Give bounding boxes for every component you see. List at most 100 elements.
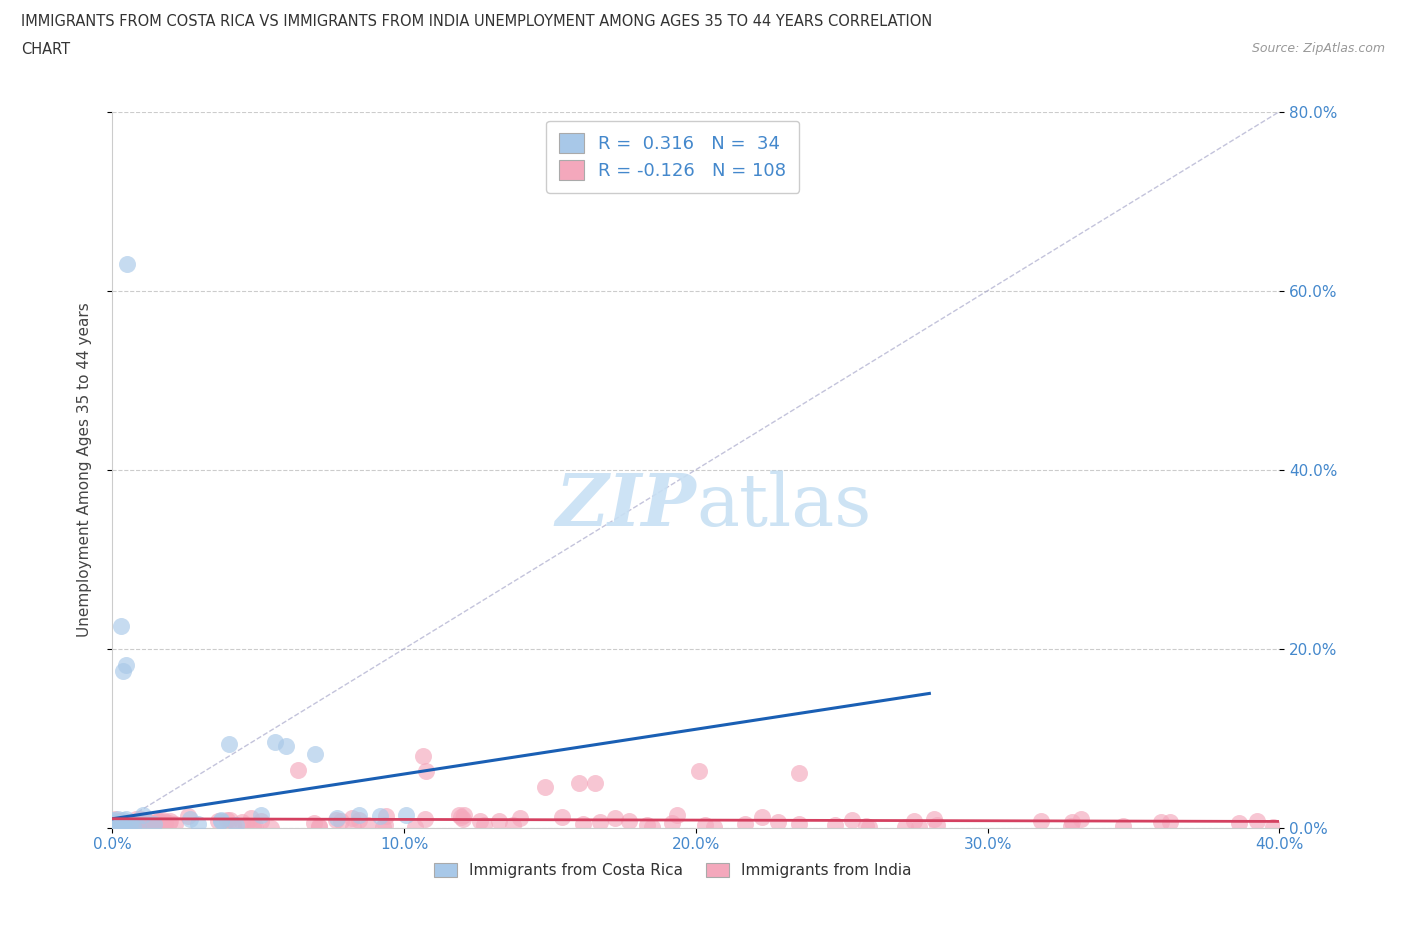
Point: [103, 817, 125, 831]
Point: [287, 763, 309, 777]
Point: [787, 817, 810, 831]
Point: [468, 814, 491, 829]
Point: [222, 817, 245, 832]
Point: [176, 808, 198, 823]
Point: [118, 816, 141, 830]
Point: [104, 819, 127, 834]
Point: [132, 808, 155, 823]
Point: [927, 818, 949, 833]
Point: [122, 819, 145, 834]
Point: [375, 809, 398, 824]
Point: [127, 819, 149, 834]
Point: [146, 817, 169, 832]
Point: [149, 814, 172, 829]
Text: ZIP: ZIP: [555, 470, 696, 541]
Point: [157, 816, 180, 830]
Point: [824, 818, 846, 833]
Point: [104, 817, 127, 832]
Point: [373, 819, 395, 834]
Point: [118, 817, 141, 831]
Point: [159, 814, 181, 829]
Point: [304, 816, 326, 830]
Point: [112, 663, 135, 678]
Point: [325, 812, 347, 827]
Point: [502, 817, 524, 832]
Point: [146, 813, 169, 828]
Legend: Immigrants from Costa Rica, Immigrants from India: Immigrants from Costa Rica, Immigrants f…: [427, 857, 918, 884]
Point: [153, 817, 176, 831]
Point: [308, 819, 330, 834]
Point: [101, 816, 124, 830]
Point: [472, 817, 495, 832]
Point: [132, 817, 155, 831]
Point: [404, 820, 426, 835]
Point: [250, 814, 273, 829]
Point: [641, 819, 664, 834]
Point: [855, 818, 877, 833]
Text: Source: ZipAtlas.com: Source: ZipAtlas.com: [1251, 42, 1385, 55]
Point: [225, 817, 247, 832]
Point: [374, 817, 396, 832]
Point: [115, 812, 138, 827]
Point: [155, 815, 177, 830]
Point: [342, 819, 364, 834]
Point: [636, 817, 658, 832]
Point: [231, 815, 253, 830]
Point: [304, 747, 326, 762]
Point: [368, 809, 391, 824]
Point: [207, 814, 229, 829]
Point: [605, 811, 627, 826]
Point: [619, 813, 641, 828]
Point: [110, 817, 132, 832]
Point: [260, 820, 283, 835]
Point: [453, 812, 475, 827]
Point: [858, 819, 880, 834]
Point: [415, 811, 437, 826]
Point: [841, 813, 863, 828]
Point: [583, 776, 606, 790]
Point: [101, 813, 124, 828]
Point: [240, 811, 263, 826]
Point: [789, 765, 811, 780]
Point: [412, 749, 434, 764]
Point: [143, 816, 166, 830]
Point: [110, 817, 132, 832]
Point: [122, 820, 145, 835]
Point: [152, 813, 174, 828]
Point: [908, 819, 931, 834]
Point: [107, 812, 129, 827]
Text: IMMIGRANTS FROM COSTA RICA VS IMMIGRANTS FROM INDIA UNEMPLOYMENT AMONG AGES 35 T: IMMIGRANTS FROM COSTA RICA VS IMMIGRANTS…: [21, 14, 932, 29]
Point: [129, 812, 152, 827]
Point: [104, 817, 127, 832]
Point: [589, 815, 612, 830]
Point: [127, 817, 149, 831]
Point: [1029, 814, 1052, 829]
Point: [105, 814, 128, 829]
Point: [209, 813, 232, 828]
Text: atlas: atlas: [696, 471, 872, 540]
Point: [734, 817, 756, 831]
Point: [1059, 818, 1081, 833]
Point: [308, 819, 330, 834]
Point: [766, 814, 789, 829]
Point: [138, 820, 160, 835]
Point: [179, 811, 201, 826]
Point: [665, 807, 688, 822]
Point: [209, 813, 232, 828]
Point: [250, 807, 273, 822]
Point: [450, 809, 472, 824]
Point: [219, 813, 242, 828]
Point: [149, 816, 172, 830]
Point: [415, 764, 437, 779]
Point: [693, 817, 716, 832]
Point: [1062, 814, 1084, 829]
Point: [115, 257, 138, 272]
Point: [152, 818, 174, 833]
Point: [112, 813, 135, 828]
Point: [165, 817, 187, 831]
Point: [1070, 812, 1092, 827]
Point: [329, 814, 352, 829]
Point: [104, 812, 127, 827]
Point: [235, 817, 257, 832]
Point: [488, 814, 510, 829]
